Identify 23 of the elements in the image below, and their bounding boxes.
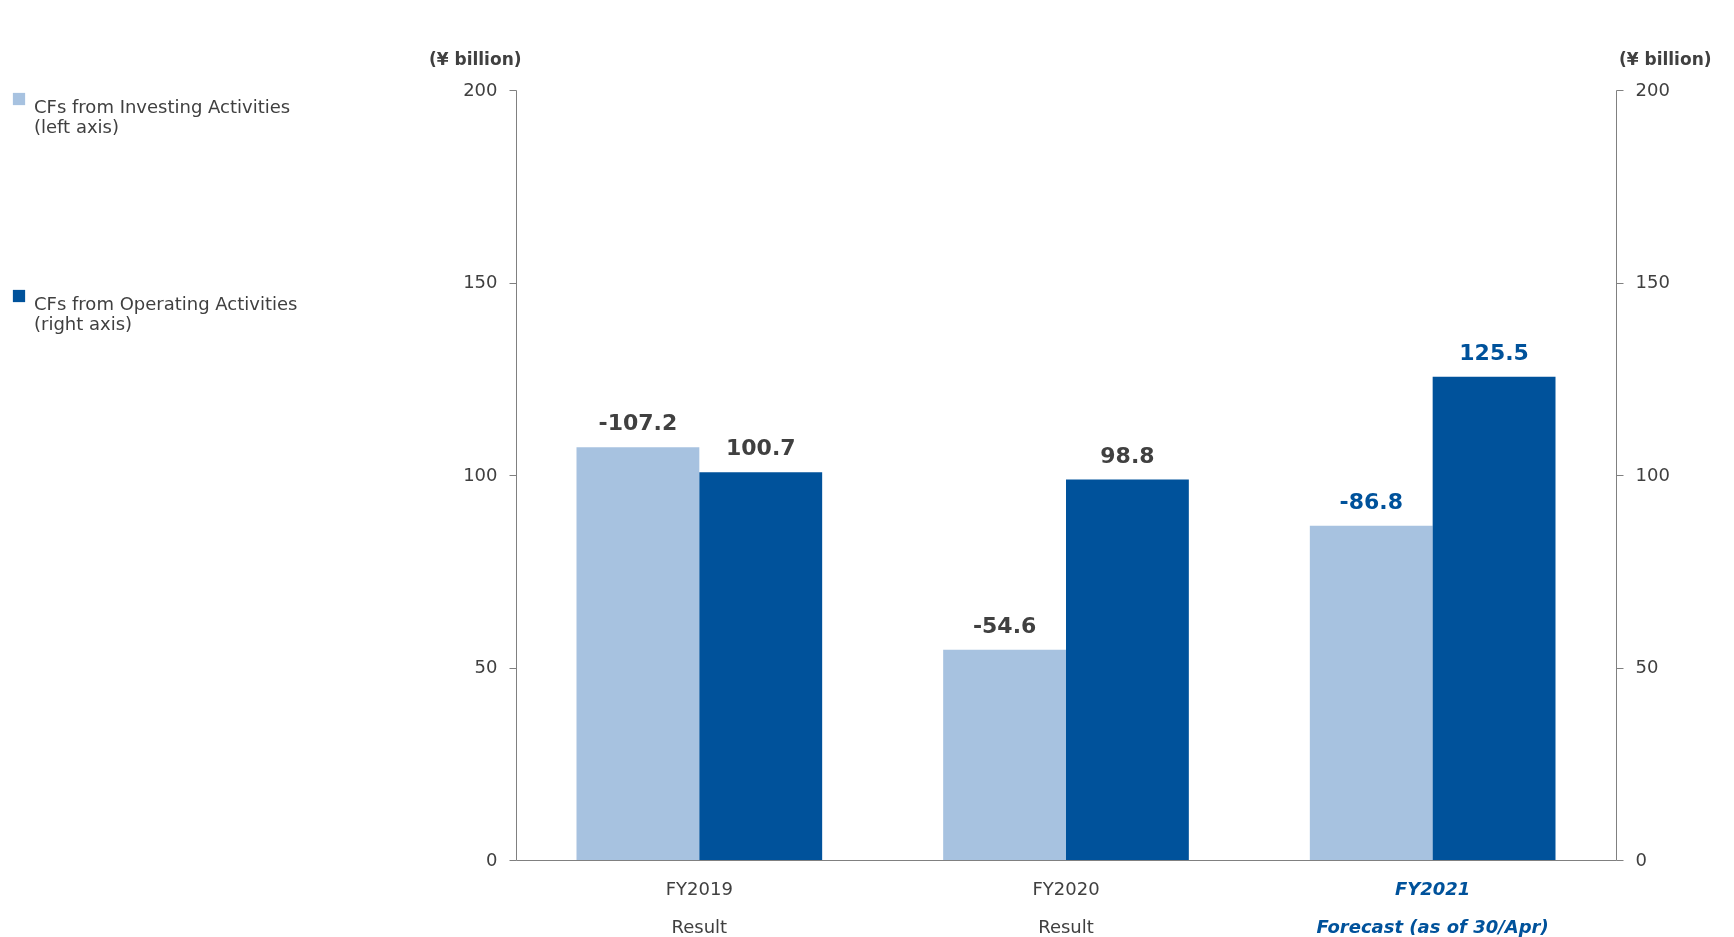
annotation: -54.6 — [972, 612, 1037, 638]
y-tick-label: 0 — [486, 848, 498, 870]
legend-label: CFs from Operating Activities (right axis) — [34, 293, 298, 334]
annotation: -107.2 — [598, 410, 678, 436]
y-tick-label: 50 — [474, 656, 498, 677]
data-label: 125.5 — [1459, 339, 1529, 365]
y2-tick-label: 150 — [1635, 271, 1670, 292]
y-tick-label: 200 — [463, 78, 498, 100]
y2-tick-label: 0 — [1635, 848, 1647, 870]
x-tick-label: FY2021 Forecast (as of 30/Apr) — [1316, 877, 1549, 937]
annotation: -86.8 — [1339, 488, 1403, 514]
y2-tick-label: 100 — [1635, 463, 1670, 485]
data-label: 98.8 — [1100, 442, 1155, 468]
x-tick-label: FY2020 Result — [1032, 877, 1100, 937]
legend-label: CFs from Investing Activities (left axis) — [34, 96, 291, 137]
y-tick-label: 100 — [463, 463, 498, 485]
y2-tick-label: 50 — [1635, 656, 1659, 677]
y-axis-title: (¥ billion) — [428, 48, 522, 69]
x-tick-label: FY2019 Result — [665, 877, 733, 937]
y-tick-label: 150 — [463, 271, 498, 292]
y2-tick-label: 200 — [1635, 78, 1670, 100]
y2-axis-title: (¥ billion) — [1618, 48, 1712, 69]
data-label: 100.7 — [725, 435, 796, 461]
